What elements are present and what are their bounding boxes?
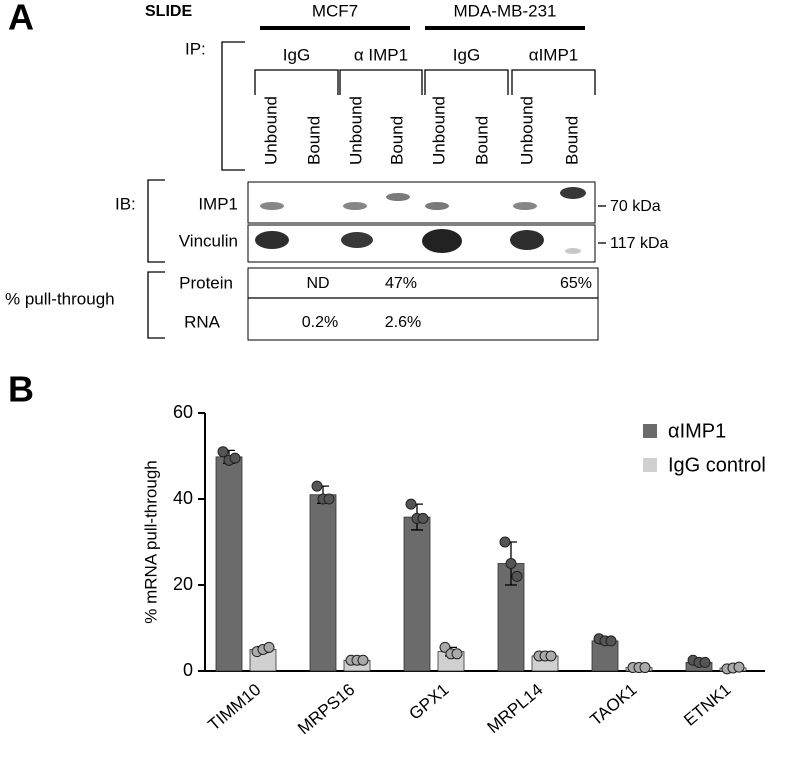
data-point [323,493,335,505]
bar [215,456,243,672]
data-point [229,452,241,464]
ip-group-bracket [424,69,509,95]
x-tick-label: ETNK1 [680,680,734,730]
legend-swatch [643,458,657,472]
table-cell: ND [306,275,329,292]
x-tick-label: MRPS16 [294,680,358,738]
data-point [417,512,429,524]
x-tick-label: MRPL14 [484,680,547,737]
ip-group-label: α IMP1 [354,45,408,64]
data-point [605,635,617,647]
ip-bracket [221,41,245,171]
blot-frame [247,224,596,263]
y-tick-label: 60 [173,402,193,422]
data-point [511,570,523,582]
row-label: Protein [179,273,233,292]
panel-label: A [8,0,34,38]
data-point [733,661,745,673]
ip-group-label: IgG [283,45,310,64]
pull-label: % pull-through [5,289,115,308]
blot-frame [247,181,596,224]
blot-name: IMP1 [198,194,238,213]
bar [403,516,431,672]
x-tick-label: TIMM10 [204,680,264,735]
lane-label: Bound [562,116,581,165]
ip-group-label: αIMP1 [529,45,579,64]
lane-label: Bound [472,116,491,165]
lane-label: Unbound [261,96,280,165]
data-point [357,654,369,666]
ip-group-bracket [339,69,423,95]
table-cell: 65% [560,275,592,292]
y-tick-label: 40 [173,488,193,508]
lane-label: Bound [387,116,406,165]
bar [309,494,337,672]
pull-bracket [147,271,165,339]
lane-label: Bound [304,116,323,165]
slide-label: SLIDE [145,3,192,20]
data-point [263,641,275,653]
table-cell: 0.2% [302,314,338,331]
lane-label: Unbound [517,96,536,165]
legend-label: IgG control [668,454,766,476]
ib-label: IB: [115,194,136,213]
table-cell: 2.6% [385,314,421,331]
panel-label: B [8,369,34,410]
table-frame [247,267,599,341]
cell-line-label: MCF7 [312,1,358,20]
blot-name: Vinculin [179,231,238,250]
ip-label: IP: [185,39,206,58]
data-point [451,648,463,660]
row-label: RNA [184,312,221,331]
cell-line-label: MDA-MB-231 [454,1,557,20]
lane-label: Unbound [346,96,365,165]
legend-swatch [643,424,657,438]
ip-group-label: IgG [453,45,480,64]
blot-bands [255,187,586,254]
y-tick-label: 20 [173,574,193,594]
x-tick-label: GPX1 [405,680,452,724]
data-point [405,498,417,510]
data-point [699,656,711,668]
data-point [499,536,511,548]
y-axis-label: % mRNA pull-through [141,460,160,623]
marker-label: 70 kDa [610,198,661,215]
x-tick-label: TAOK1 [587,680,641,730]
marker-label: 117 kDa [610,235,669,252]
y-tick-label: 0 [183,660,193,680]
table-cell: 47% [385,275,417,292]
ip-group-bracket [254,69,339,95]
ip-group-bracket [511,69,596,95]
legend-label: αIMP1 [668,420,726,442]
data-point [217,446,229,458]
lane-label: Unbound [429,96,448,165]
ib-bracket [147,179,165,263]
data-point [545,650,557,662]
data-point [505,558,517,569]
data-point [639,662,651,674]
data-point [311,480,323,492]
